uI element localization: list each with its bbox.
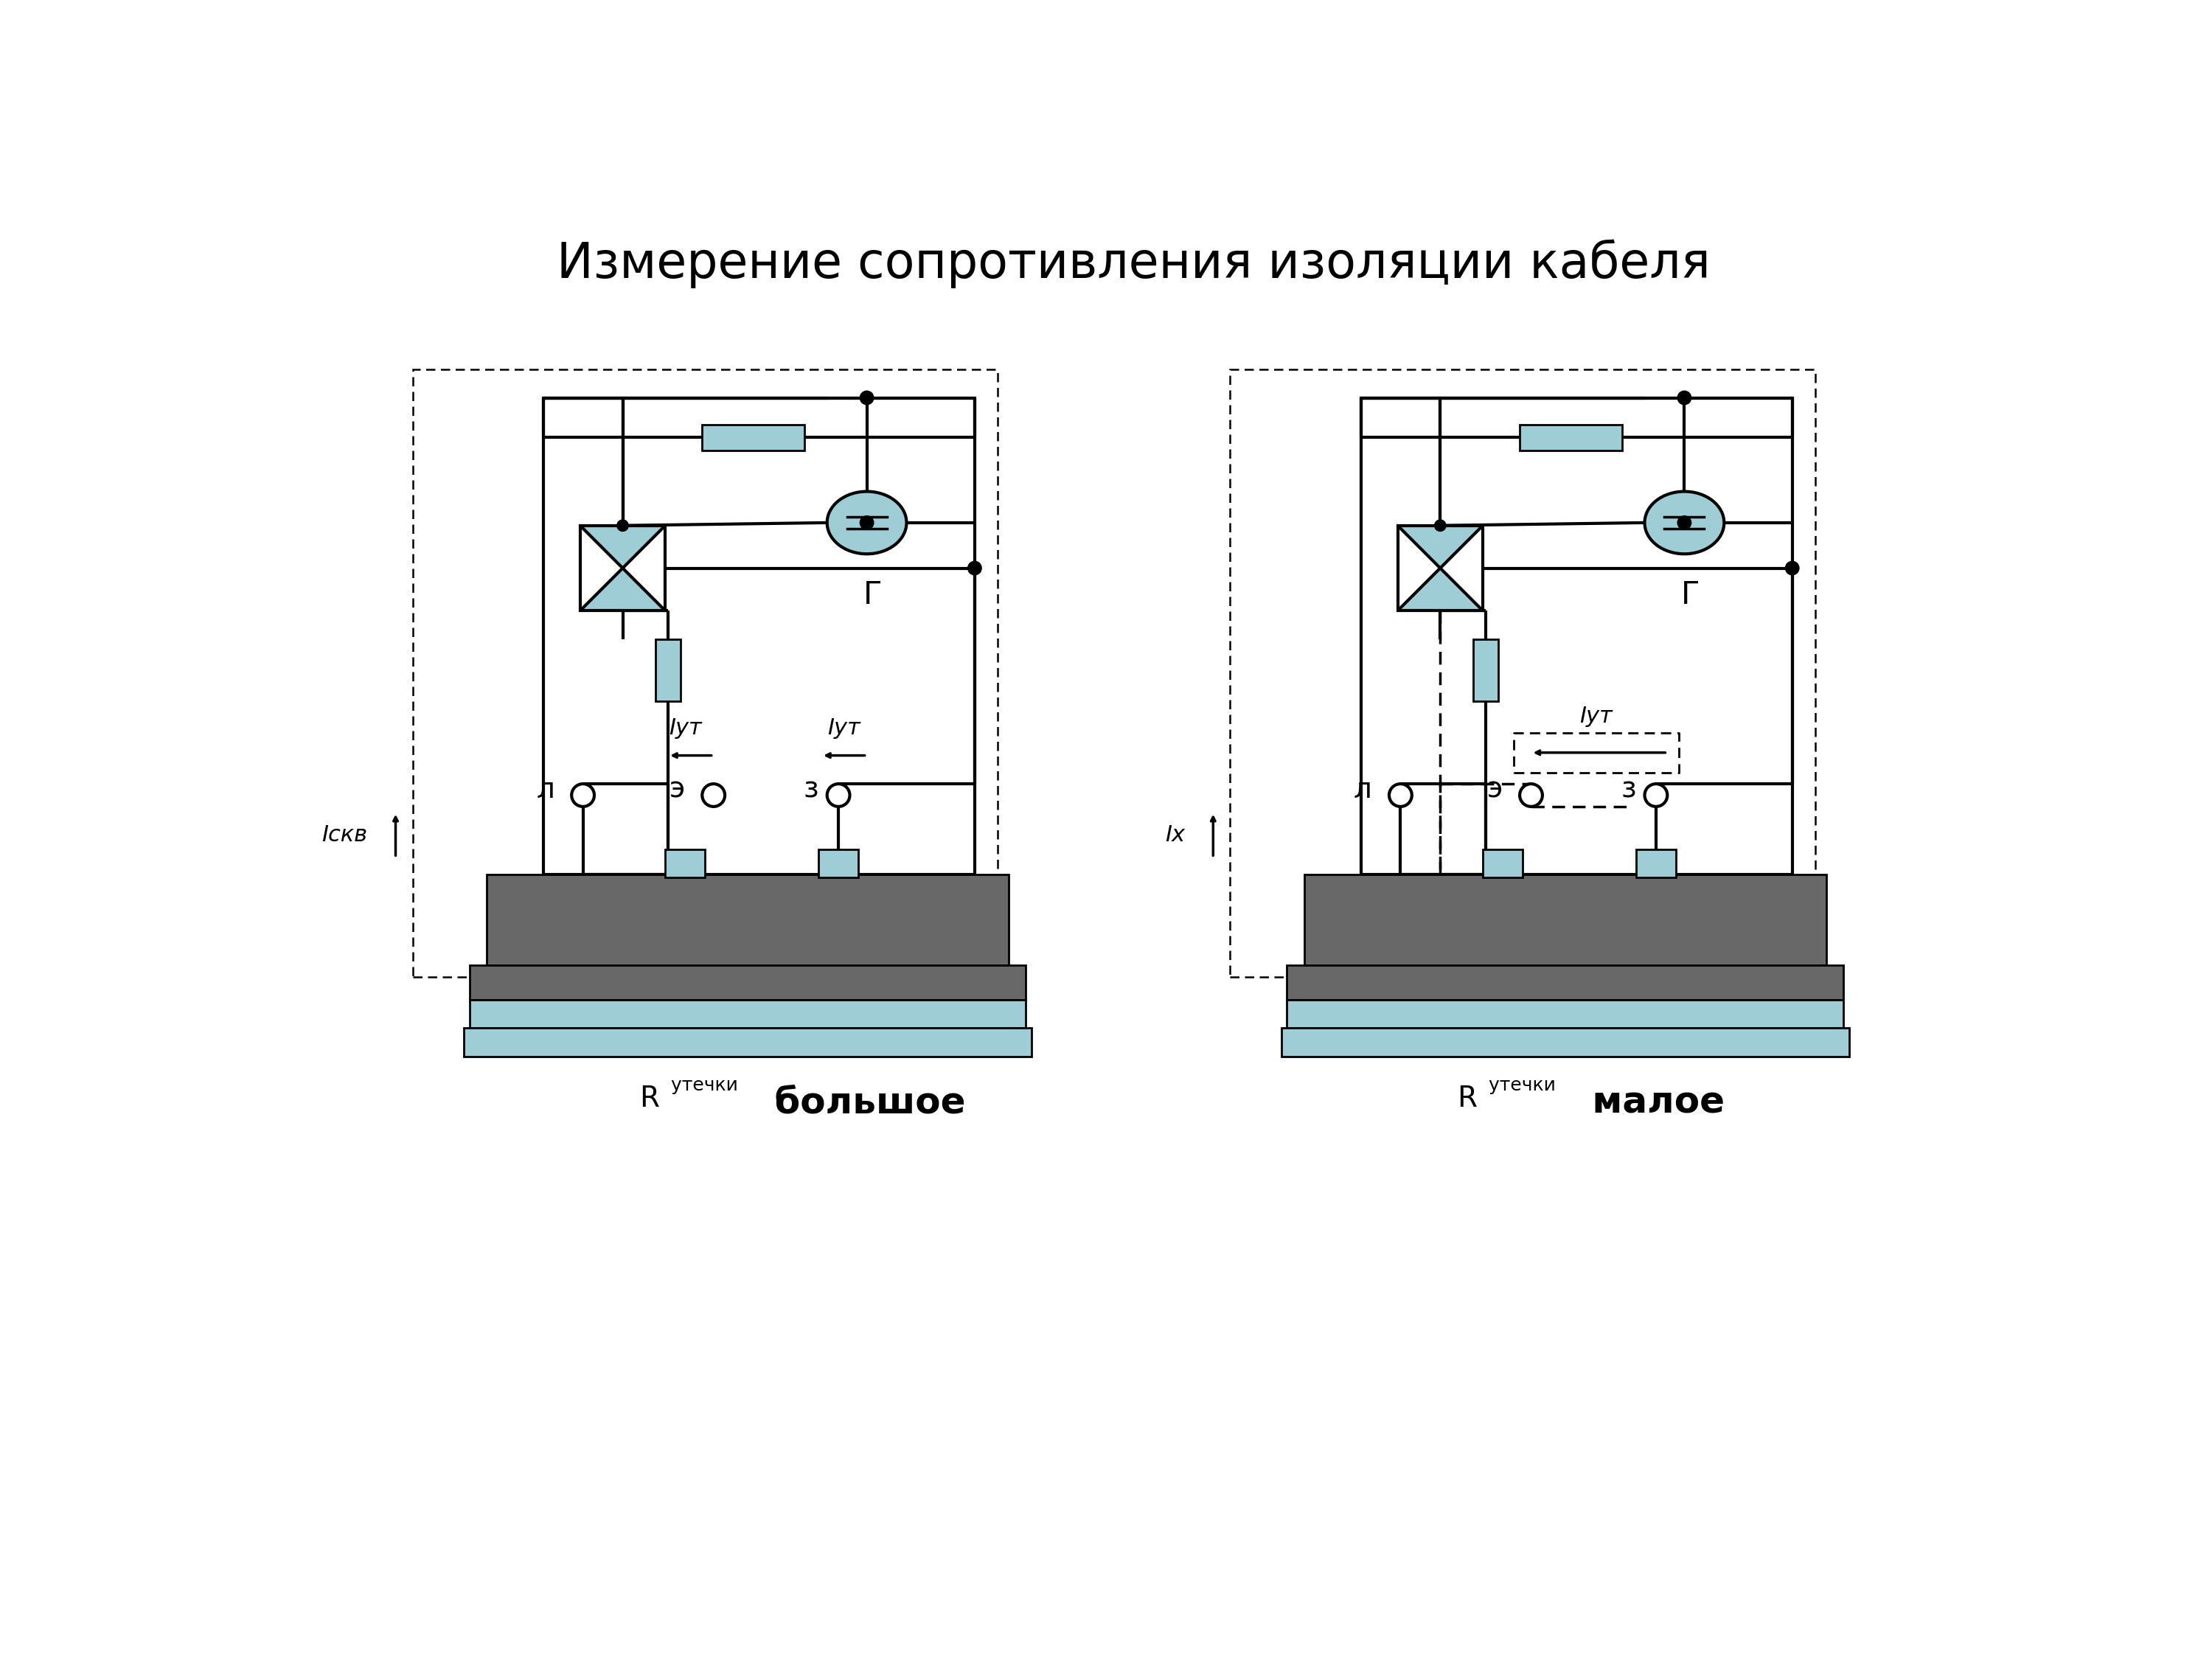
Bar bbox=[1398, 526, 1482, 611]
Text: Iут: Iут bbox=[668, 717, 701, 738]
Text: з: з bbox=[1621, 775, 1637, 803]
Text: Г: Г bbox=[1681, 579, 1699, 611]
Circle shape bbox=[1436, 519, 1447, 531]
Text: Iх: Iх bbox=[1166, 825, 1186, 846]
Circle shape bbox=[1520, 783, 1542, 806]
Bar bbox=[1520, 425, 1621, 450]
Bar bbox=[1287, 966, 1843, 1000]
Text: л: л bbox=[1354, 775, 1371, 803]
Circle shape bbox=[1644, 783, 1668, 806]
Circle shape bbox=[1677, 516, 1692, 529]
Bar bbox=[1305, 874, 1827, 966]
Polygon shape bbox=[1398, 526, 1482, 567]
Text: большое: большое bbox=[761, 1085, 967, 1120]
Bar bbox=[487, 874, 1009, 966]
Text: з: з bbox=[803, 775, 818, 803]
Text: Измерение сопротивления изоляции кабеля: Измерение сопротивления изоляции кабеля bbox=[557, 239, 1710, 289]
Bar bbox=[1473, 639, 1498, 702]
Text: э: э bbox=[670, 775, 686, 803]
Bar bbox=[1287, 1000, 1843, 1029]
Circle shape bbox=[1785, 561, 1798, 576]
Text: малое: малое bbox=[1579, 1085, 1725, 1120]
Polygon shape bbox=[580, 526, 666, 567]
Text: Iут: Iут bbox=[827, 717, 860, 738]
Bar bbox=[1482, 849, 1522, 878]
Text: утечки: утечки bbox=[1482, 1077, 1555, 1093]
Text: л: л bbox=[535, 775, 555, 803]
Bar bbox=[1281, 1029, 1849, 1057]
Text: Г: Г bbox=[863, 579, 883, 611]
Bar bbox=[414, 370, 998, 977]
Circle shape bbox=[827, 783, 849, 806]
Circle shape bbox=[1389, 783, 1411, 806]
Bar bbox=[544, 398, 975, 874]
Bar bbox=[469, 1000, 1026, 1029]
Ellipse shape bbox=[1644, 491, 1723, 554]
Bar bbox=[701, 425, 805, 450]
Bar bbox=[655, 639, 681, 702]
Circle shape bbox=[617, 519, 628, 531]
Bar bbox=[1637, 849, 1677, 878]
Bar bbox=[469, 966, 1026, 1000]
Bar bbox=[1360, 398, 1792, 874]
Circle shape bbox=[860, 392, 874, 405]
Bar bbox=[465, 1029, 1031, 1057]
Ellipse shape bbox=[827, 491, 907, 554]
Bar bbox=[818, 849, 858, 878]
Bar bbox=[580, 526, 666, 611]
Circle shape bbox=[969, 561, 982, 576]
Text: Iут: Iут bbox=[1579, 705, 1613, 727]
Circle shape bbox=[1677, 392, 1692, 405]
Text: утечки: утечки bbox=[666, 1077, 739, 1093]
Circle shape bbox=[571, 783, 595, 806]
Text: R: R bbox=[639, 1085, 659, 1113]
Polygon shape bbox=[1398, 567, 1482, 611]
Bar bbox=[1230, 370, 1814, 977]
Text: Iскв: Iскв bbox=[321, 825, 367, 846]
Bar bbox=[666, 849, 706, 878]
Text: R: R bbox=[1458, 1085, 1478, 1113]
Circle shape bbox=[701, 783, 726, 806]
Circle shape bbox=[860, 516, 874, 529]
Polygon shape bbox=[580, 567, 666, 611]
Text: э: э bbox=[1486, 775, 1502, 803]
